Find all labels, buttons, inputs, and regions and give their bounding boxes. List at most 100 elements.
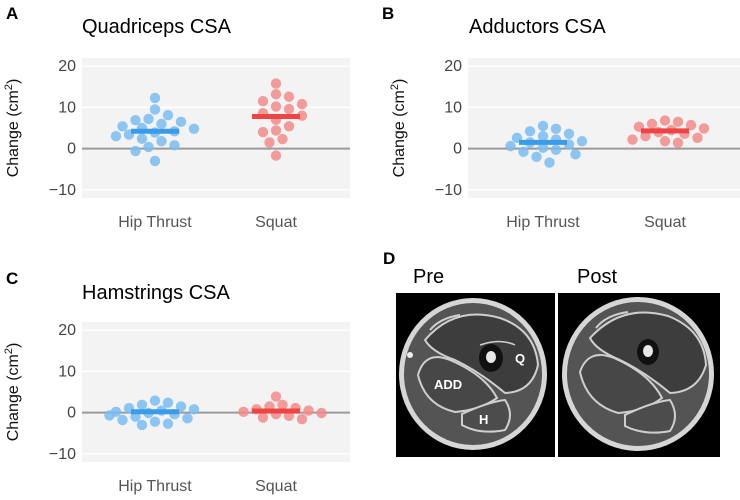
x-category-label: Hip Thrust	[118, 478, 192, 495]
x-category-label: Squat	[255, 478, 297, 495]
data-point	[283, 103, 295, 115]
data-point	[149, 416, 161, 427]
data-point	[692, 132, 703, 144]
data-point	[257, 96, 269, 107]
y-axis-label: Change (cm2)	[3, 343, 22, 442]
data-point	[277, 399, 288, 410]
data-point	[175, 401, 187, 412]
data-point	[296, 98, 308, 110]
data-point	[544, 157, 555, 168]
data-point	[537, 142, 549, 153]
data-point	[646, 118, 658, 130]
plot-area	[82, 322, 350, 462]
y-tick-label: 0	[67, 405, 76, 422]
data-point	[316, 407, 327, 419]
data-point	[518, 146, 529, 158]
mri-pre-label: Pre	[413, 266, 444, 288]
panel-letter-b: B	[382, 4, 394, 23]
data-point	[117, 414, 128, 426]
data-point	[659, 135, 671, 147]
panel-c-hamstrings: C Hamstrings CSA −10 0 10 20 Change (cm2) Hip…	[3, 269, 350, 495]
data-point	[672, 137, 684, 149]
mri-label-quadriceps: Q	[515, 351, 525, 366]
data-point	[270, 150, 282, 161]
y-tick-label: 10	[58, 99, 76, 116]
x-category-label: Hip Thrust	[506, 214, 580, 231]
y-axis-label: Change (cm2)	[389, 79, 408, 178]
data-point	[238, 406, 249, 417]
data-point	[257, 412, 269, 423]
panel-letter-d: D	[383, 249, 395, 268]
data-point	[550, 144, 562, 156]
data-point	[640, 131, 651, 142]
data-point	[162, 397, 174, 408]
data-point	[277, 133, 288, 145]
data-point	[524, 126, 536, 137]
data-point	[130, 145, 141, 157]
y-axis-label: Change (cm2)	[3, 79, 22, 178]
data-point	[257, 126, 269, 138]
data-point	[156, 135, 167, 147]
data-point	[149, 155, 161, 167]
data-point	[672, 116, 684, 128]
data-point	[175, 116, 187, 128]
y-tick-label: 0	[67, 141, 76, 158]
panel-letter-c: C	[6, 269, 18, 288]
data-point	[162, 110, 174, 121]
y-tick-label: 20	[58, 58, 76, 75]
chart-title: Hamstrings CSA	[82, 282, 230, 304]
x-category-label: Squat	[255, 214, 297, 231]
x-category-label: Squat	[644, 214, 686, 231]
y-tick-label: −10	[49, 446, 76, 463]
data-point	[685, 119, 697, 131]
data-point	[188, 404, 200, 415]
data-point	[296, 413, 308, 425]
panel-letter-a: A	[6, 4, 18, 23]
y-tick-label: 10	[58, 363, 76, 380]
data-point	[550, 123, 562, 135]
y-tick-label: 20	[444, 58, 462, 75]
data-point	[156, 118, 167, 130]
panel-b-adductors: B Adductors CSA −10 0 10 20 Change (cm2) Hip …	[382, 4, 740, 231]
data-point	[149, 395, 161, 406]
data-point	[130, 114, 141, 126]
data-point	[537, 131, 549, 142]
data-point	[537, 120, 549, 132]
data-point	[136, 133, 148, 144]
data-point	[270, 78, 282, 89]
data-point	[143, 113, 154, 125]
panel-d-mri: D Pre Post Q ADD H	[383, 249, 720, 457]
y-tick-label: 0	[453, 141, 462, 158]
data-point	[162, 418, 174, 429]
data-point	[659, 115, 671, 126]
x-category-label: Hip Thrust	[118, 214, 192, 231]
data-point	[283, 121, 295, 132]
data-point	[627, 134, 638, 145]
data-point	[149, 92, 161, 104]
data-point	[136, 419, 148, 431]
data-point	[188, 123, 200, 135]
y-tick-label: 10	[444, 99, 462, 116]
data-point	[698, 123, 710, 134]
data-point	[303, 405, 314, 416]
data-point	[264, 137, 275, 148]
data-point	[270, 125, 282, 136]
data-point	[563, 128, 575, 139]
data-point	[169, 140, 180, 151]
data-point	[149, 104, 161, 115]
data-point	[505, 140, 516, 152]
data-point	[110, 131, 122, 142]
mri-post-label: Post	[577, 266, 617, 288]
data-point	[283, 91, 295, 102]
y-tick-label: −10	[435, 182, 462, 199]
data-point	[136, 399, 148, 410]
mri-pre-image: Q ADD H	[396, 293, 555, 457]
data-point	[104, 410, 115, 421]
data-point	[117, 121, 128, 132]
mri-post-image	[558, 293, 720, 457]
data-point	[182, 413, 193, 424]
mri-label-adductors: ADD	[434, 377, 462, 392]
data-point	[143, 141, 154, 153]
chart-title: Adductors CSA	[469, 16, 606, 38]
